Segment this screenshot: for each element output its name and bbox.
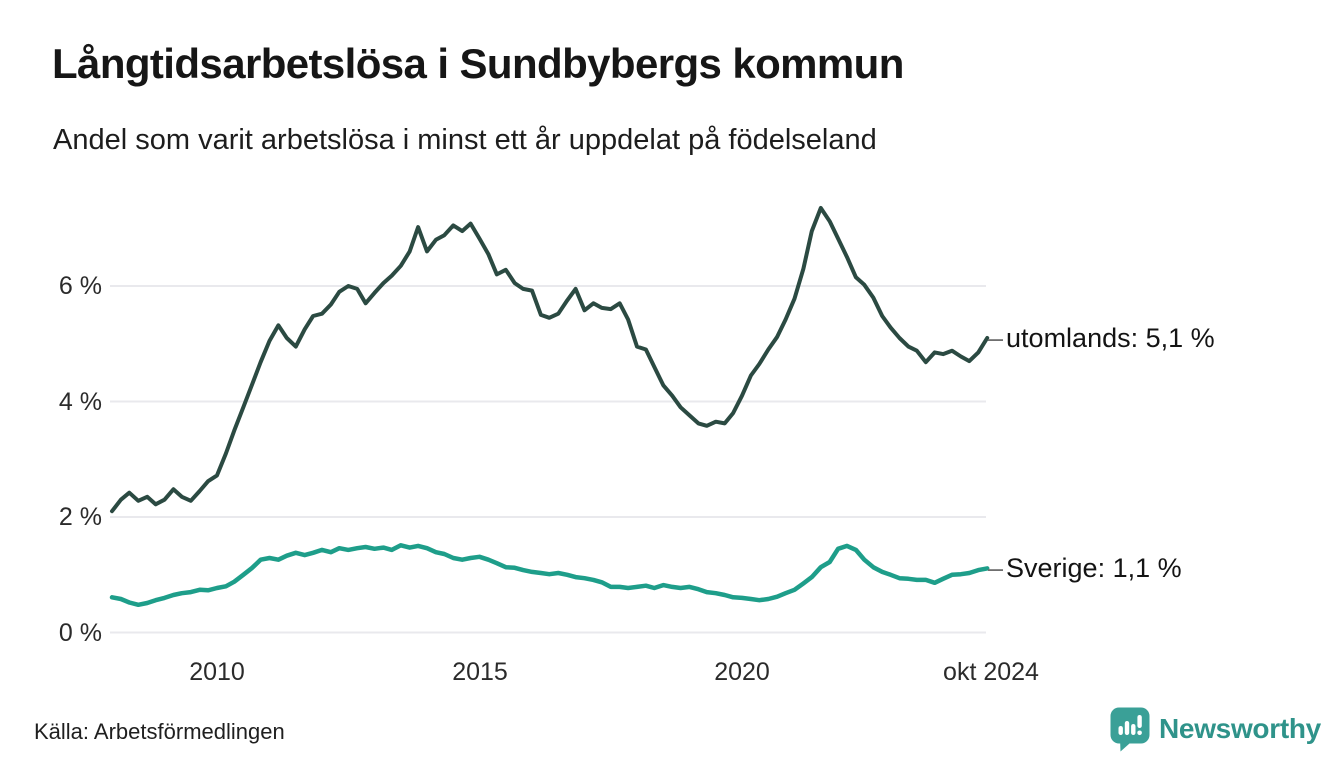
x-axis-tick-label: 2015 xyxy=(452,658,508,686)
source-note: Källa: Arbetsförmedlingen xyxy=(34,719,285,744)
newsworthy-logo-icon xyxy=(1110,707,1150,751)
sverige-end-label: – Sverige: 1,1 % xyxy=(988,551,1182,585)
x-axis-tick-label: okt 2024 xyxy=(943,658,1039,686)
sverige-line xyxy=(109,543,990,608)
newsworthy-logo[interactable]: Newsworthy xyxy=(1110,706,1321,752)
y-axis-tick-label: 0 % xyxy=(58,618,102,647)
utomlands-line xyxy=(110,206,990,514)
page-subtitle: Andel som varit arbetslösa i minst ett å… xyxy=(53,124,877,156)
utomlands-end-label: – utomlands: 5,1 % xyxy=(988,321,1215,355)
x-axis-tick-label: 2020 xyxy=(714,658,770,686)
newsworthy-logo-text: Newsworthy xyxy=(1159,713,1321,744)
y-axis-tick-label: 4 % xyxy=(58,387,102,416)
x-axis-tick-label: 2010 xyxy=(189,658,245,686)
label-connector-dash: – xyxy=(988,553,1004,584)
y-axis-tick-label: 6 % xyxy=(58,272,102,300)
y-axis-tick-label: 2 % xyxy=(58,503,102,531)
label-connector-dash: – xyxy=(988,322,1004,353)
series-label-text: utomlands: 5,1 % xyxy=(1006,322,1215,353)
page-title: Långtidsarbetslösa i Sundbybergs kommun xyxy=(52,40,904,87)
series-label-text: Sverige: 1,1 % xyxy=(1006,553,1182,584)
